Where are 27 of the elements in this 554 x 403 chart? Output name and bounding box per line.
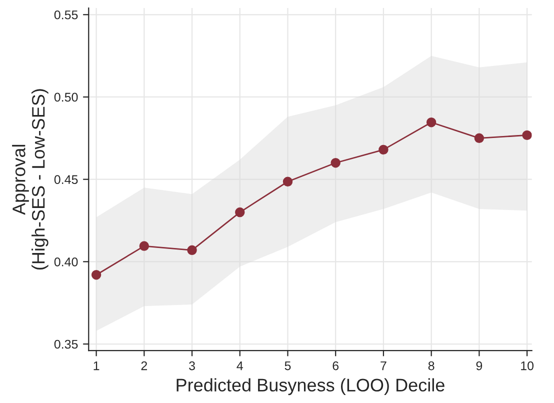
point	[378, 144, 388, 155]
point	[330, 158, 340, 168]
x-tick-label: 4	[236, 361, 243, 370]
y-tick-label: 0.50	[54, 92, 78, 102]
y-tick-label: 0.55	[54, 10, 78, 20]
point	[474, 133, 484, 144]
point	[522, 130, 532, 140]
x-tick-label: 10	[521, 361, 534, 370]
x-tick-label: 3	[189, 361, 195, 370]
point	[235, 207, 245, 218]
point	[139, 241, 150, 251]
x-tick-label: 8	[428, 361, 434, 370]
x-tick-label: 7	[380, 361, 386, 370]
point	[187, 245, 197, 256]
y-tick-label: 0.45	[54, 175, 78, 184]
x-tick-label: 6	[332, 361, 339, 370]
point	[426, 117, 436, 128]
x-tick-label: 2	[141, 361, 148, 370]
point	[91, 270, 102, 280]
y-axis-title: Approval (High-SES - Low-SES)	[12, 89, 48, 270]
point	[282, 176, 293, 186]
x-tick-label: 5	[284, 361, 291, 370]
x-axis-title: Predicted Busyness (LOO) Decile	[176, 378, 444, 396]
y-tick-label: 0.40	[54, 257, 78, 266]
x-tick-label: 1	[94, 361, 100, 370]
x-tick-label: 9	[476, 361, 482, 370]
y-tick-label: 0.35	[54, 340, 78, 349]
